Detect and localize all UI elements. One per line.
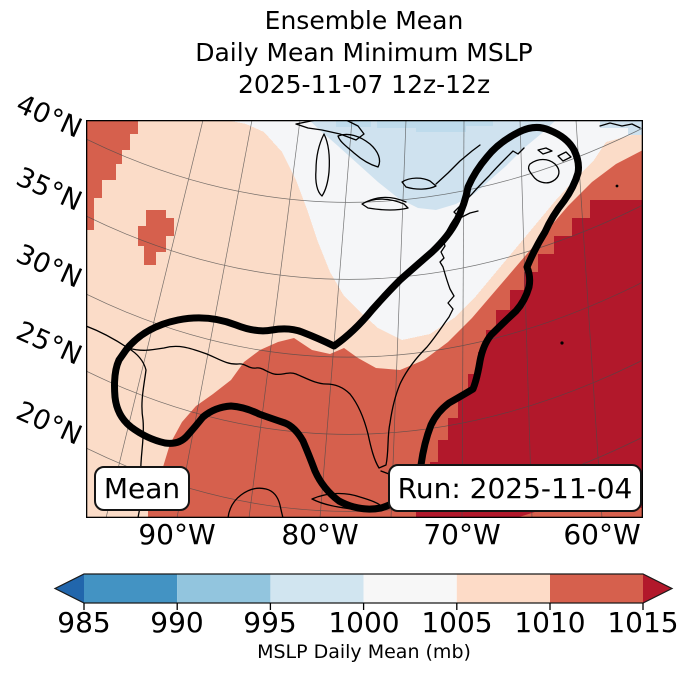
sable-island-dot bbox=[615, 184, 619, 188]
colorbar-under-arrow bbox=[55, 574, 84, 603]
colorbar-band-1005-1010 bbox=[456, 574, 550, 603]
fill-salmon-corner-patch bbox=[86, 120, 138, 230]
mean-annotation-label: Mean bbox=[103, 472, 181, 505]
map-panel: Mean Run: 2025-11-04 bbox=[86, 120, 643, 518]
lon-tick-80w: 80°W bbox=[281, 518, 359, 551]
run-annotation-label: Run: 2025-11-04 bbox=[397, 471, 633, 505]
title-line-2: Daily Mean Minimum MSLP bbox=[195, 38, 533, 67]
colorbar-band-1010-1015 bbox=[550, 574, 643, 603]
colorbar-band-985-990 bbox=[84, 574, 178, 603]
lat-tick-30n: 30°N bbox=[11, 238, 87, 295]
colorbar-band-995-1000 bbox=[270, 574, 364, 603]
fill-lightblue bbox=[309, 120, 556, 210]
lat-tick-20n: 20°N bbox=[11, 395, 87, 452]
colorbar-axis-label: MSLP Daily Mean (mb) bbox=[257, 641, 471, 663]
colorbar-band-1000-1005 bbox=[363, 574, 457, 603]
mean-contour bbox=[111, 123, 582, 513]
colorbar-band-990-995 bbox=[177, 574, 271, 603]
cb-tick-1005: 1005 bbox=[421, 606, 493, 639]
lat-tick-25n: 25°N bbox=[11, 315, 87, 372]
run-annotation-box: Run: 2025-11-04 bbox=[388, 464, 642, 512]
lat-tick-35n: 35°N bbox=[11, 161, 87, 218]
fill-offwhite-band bbox=[226, 120, 643, 340]
chart-title: Ensemble Mean Daily Mean Minimum MSLP 20… bbox=[40, 5, 688, 101]
colorbar-over-arrow bbox=[643, 574, 672, 603]
map-canvas bbox=[86, 120, 643, 518]
cb-tick-1010: 1010 bbox=[514, 606, 586, 639]
cb-tick-995: 995 bbox=[243, 606, 297, 639]
colorbar-ticks bbox=[83, 603, 644, 610]
cb-tick-985: 985 bbox=[57, 606, 111, 639]
map-border bbox=[86, 120, 643, 518]
cb-tick-1000: 1000 bbox=[328, 606, 400, 639]
lon-tick-60w: 60°W bbox=[563, 518, 641, 551]
lon-tick-90w: 90°W bbox=[138, 518, 216, 551]
title-line-1: Ensemble Mean bbox=[264, 6, 464, 35]
lon-tick-70w: 70°W bbox=[423, 518, 501, 551]
colorbar bbox=[53, 573, 674, 610]
cb-tick-990: 990 bbox=[150, 606, 204, 639]
title-line-3: 2025-11-07 12z-12z bbox=[237, 70, 491, 99]
cb-tick-1015: 1015 bbox=[607, 606, 679, 639]
gridlines bbox=[86, 120, 643, 518]
mean-annotation-box: Mean bbox=[94, 466, 190, 511]
bermuda-dot bbox=[560, 341, 564, 345]
fill-salmon-small-patch bbox=[138, 210, 174, 265]
